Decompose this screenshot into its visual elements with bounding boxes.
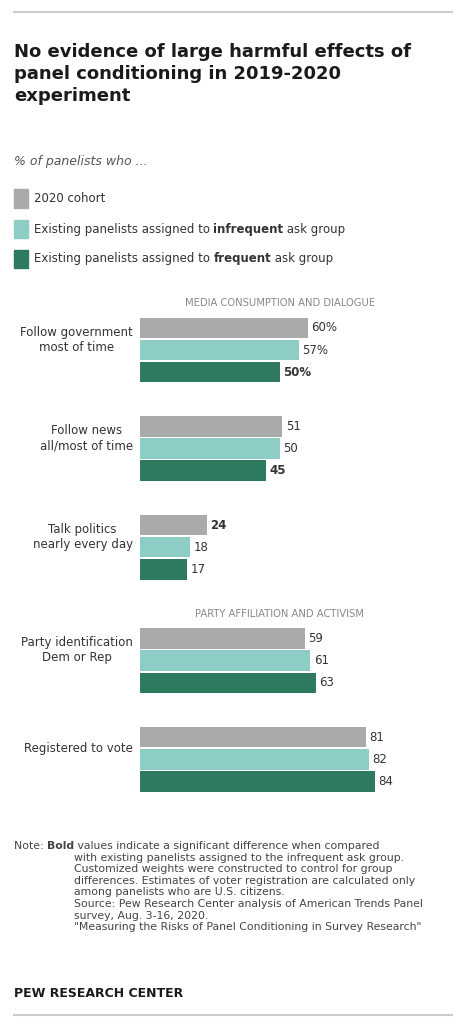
Text: 60%: 60% (311, 321, 337, 335)
Text: 45: 45 (269, 464, 286, 477)
Bar (140, 460, 266, 481)
Text: Note:: Note: (14, 841, 47, 851)
Bar (140, 672, 316, 694)
Bar (140, 416, 282, 437)
Text: Existing panelists assigned to: Existing panelists assigned to (34, 223, 213, 235)
Text: frequent: frequent (213, 253, 271, 265)
Text: 57%: 57% (302, 344, 329, 357)
Text: 18: 18 (193, 540, 208, 553)
Text: 2020 cohort: 2020 cohort (34, 192, 105, 205)
Bar (140, 771, 375, 792)
Text: 63: 63 (319, 676, 334, 690)
Text: 50: 50 (283, 442, 298, 455)
Text: % of panelists who ...: % of panelists who ... (14, 155, 148, 169)
Text: PARTY AFFILIATION AND ACTIVISM: PARTY AFFILIATION AND ACTIVISM (195, 609, 364, 619)
Bar (140, 628, 305, 649)
Text: MEDIA CONSUMPTION AND DIALOGUE: MEDIA CONSUMPTION AND DIALOGUE (185, 299, 375, 308)
Text: 81: 81 (370, 730, 384, 744)
Bar (140, 726, 366, 748)
Text: PEW RESEARCH CENTER: PEW RESEARCH CENTER (14, 987, 183, 1000)
Bar (140, 537, 190, 558)
Bar (140, 362, 280, 383)
Text: No evidence of large harmful effects of
panel conditioning in 2019-2020
experime: No evidence of large harmful effects of … (14, 43, 411, 105)
Text: 51: 51 (286, 420, 301, 433)
Text: 82: 82 (372, 753, 387, 766)
Bar (140, 651, 310, 671)
Bar (140, 559, 187, 580)
Text: Existing panelists assigned to: Existing panelists assigned to (34, 253, 213, 265)
Text: 24: 24 (210, 519, 226, 532)
Text: 50%: 50% (283, 365, 311, 379)
Bar (140, 317, 308, 339)
Text: ask group: ask group (271, 253, 333, 265)
Text: 84: 84 (378, 774, 393, 788)
Text: Party identification
Dem or Rep: Party identification Dem or Rep (21, 636, 133, 664)
Text: Talk politics
nearly every day: Talk politics nearly every day (33, 523, 133, 550)
Bar (140, 340, 299, 360)
Text: infrequent: infrequent (213, 223, 283, 235)
Text: Bold: Bold (47, 841, 74, 851)
Text: Follow government
most of time: Follow government most of time (20, 325, 133, 354)
Text: values indicate a significant difference when compared
with existing panelists a: values indicate a significant difference… (74, 841, 423, 932)
Text: 17: 17 (191, 563, 206, 576)
Text: 59: 59 (308, 632, 323, 646)
Bar (140, 749, 369, 769)
Bar (140, 438, 280, 459)
Text: Follow news
all/most of time: Follow news all/most of time (40, 425, 133, 452)
Text: 61: 61 (314, 654, 329, 667)
Text: Registered to vote: Registered to vote (24, 743, 133, 755)
Text: ask group: ask group (283, 223, 346, 235)
Bar (140, 515, 207, 535)
